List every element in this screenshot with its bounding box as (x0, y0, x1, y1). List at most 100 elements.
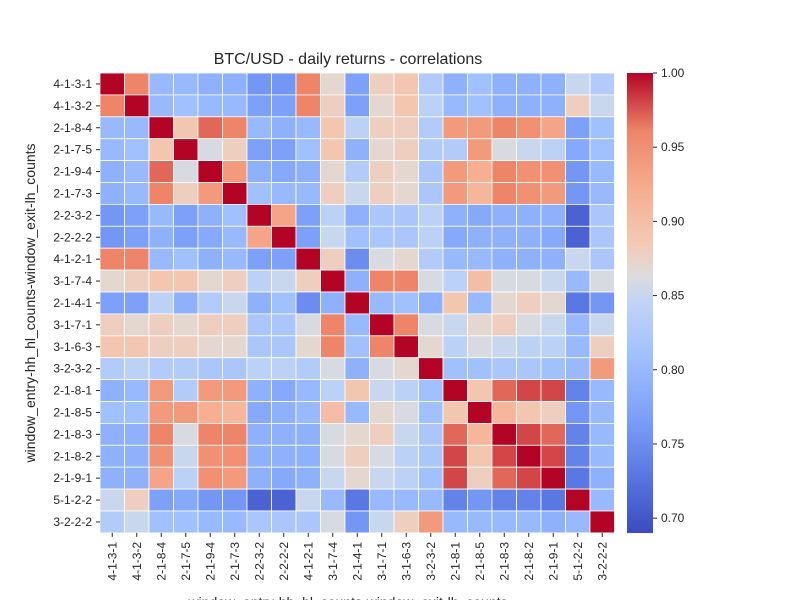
heatmap-cell (467, 138, 493, 161)
heatmap-cell (320, 291, 346, 315)
heatmap-cell (197, 116, 223, 140)
heatmap-cell (99, 379, 125, 402)
heatmap-cell (540, 138, 566, 161)
heatmap-cell (222, 313, 248, 337)
heatmap-cell (540, 225, 566, 249)
heatmap-cell (418, 182, 444, 205)
heatmap-cell (467, 116, 493, 140)
heatmap-cell (540, 466, 566, 490)
heatmap-cell (320, 357, 346, 381)
heatmap-cell (320, 335, 346, 359)
heatmap-cell (344, 379, 370, 402)
heatmap-cell (369, 291, 395, 315)
heatmap-cell (589, 160, 615, 183)
y-tick-label: 5-1-2-2 (53, 493, 92, 507)
heatmap-cell (565, 291, 591, 315)
heatmap-cell (99, 313, 125, 337)
heatmap-cell (467, 510, 493, 534)
heatmap-cell (124, 247, 150, 271)
heatmap-cell (99, 401, 125, 424)
heatmap-cell (540, 510, 566, 534)
heatmap-cell (148, 182, 174, 205)
heatmap-cell (320, 182, 346, 205)
heatmap-cell (589, 116, 615, 140)
y-tick-label: 4-1-3-2 (53, 99, 92, 113)
heatmap-cell (295, 72, 321, 96)
heatmap-cell (393, 444, 419, 468)
heatmap-cell (222, 225, 248, 249)
heatmap-cell (148, 94, 174, 118)
heatmap-cell (442, 225, 468, 249)
heatmap-cell (491, 116, 517, 140)
heatmap-cell (246, 138, 272, 161)
heatmap-cell (393, 269, 419, 293)
heatmap-cell (369, 466, 395, 490)
heatmap-cells (99, 72, 615, 534)
heatmap-cell (369, 247, 395, 271)
heatmap-cell (418, 291, 444, 315)
heatmap-cell (295, 401, 321, 424)
heatmap-cell (369, 182, 395, 205)
heatmap-cell (418, 488, 444, 512)
x-tick-label: 3-1-7-1 (375, 542, 389, 581)
heatmap-cell (148, 313, 174, 337)
heatmap-cell (467, 401, 493, 424)
heatmap-cell (491, 269, 517, 293)
heatmap-cell (320, 72, 346, 96)
heatmap-cell (589, 182, 615, 205)
heatmap-cell (222, 94, 248, 118)
heatmap-cell (565, 116, 591, 140)
heatmap-cell (467, 203, 493, 227)
heatmap-cell (442, 444, 468, 468)
heatmap-cell (589, 291, 615, 315)
heatmap-cell (589, 94, 615, 118)
heatmap-cell (295, 182, 321, 205)
colorbar-tick-label: 0.95 (661, 140, 685, 154)
y-tick-label: 4-1-3-1 (53, 77, 92, 91)
heatmap-cell (369, 116, 395, 140)
heatmap-cell (222, 160, 248, 183)
heatmap-cell (393, 401, 419, 424)
heatmap-cell (491, 510, 517, 534)
heatmap-cell (173, 160, 199, 183)
heatmap-cell (271, 335, 297, 359)
heatmap-cell (124, 510, 150, 534)
x-tick-label: 2-1-9-1 (546, 542, 560, 581)
heatmap-cell (589, 335, 615, 359)
heatmap-cell (295, 291, 321, 315)
heatmap-cell (148, 379, 174, 402)
x-axis-label: window_entry-hh_hl_counts-window_exit-lh… (187, 594, 507, 600)
heatmap-cell (540, 116, 566, 140)
heatmap-cell (99, 291, 125, 315)
heatmap-cell (222, 335, 248, 359)
heatmap-cell (148, 444, 174, 468)
heatmap-cell (369, 269, 395, 293)
heatmap-cell (589, 510, 615, 534)
heatmap-cell (344, 401, 370, 424)
heatmap-cell (173, 488, 199, 512)
heatmap-cell (369, 138, 395, 161)
heatmap-cell (320, 444, 346, 468)
x-tick-label: 3-2-3-2 (424, 542, 438, 581)
heatmap-cell (99, 357, 125, 381)
heatmap-cell (295, 510, 321, 534)
heatmap-cell (344, 422, 370, 446)
colorbar-tick-label: 0.75 (661, 437, 685, 451)
heatmap-cell (418, 313, 444, 337)
heatmap-cell (271, 182, 297, 205)
heatmap-cell (246, 401, 272, 424)
heatmap-cell (246, 357, 272, 381)
heatmap-cell (246, 444, 272, 468)
heatmap-cell (271, 160, 297, 183)
heatmap-cell (565, 182, 591, 205)
heatmap-cell (344, 72, 370, 96)
heatmap-cell (222, 357, 248, 381)
x-tick-label: 2-1-7-3 (228, 542, 242, 581)
heatmap-cell (295, 444, 321, 468)
heatmap-cell (148, 72, 174, 96)
heatmap-cell (271, 225, 297, 249)
x-tick-label: 4-1-3-1 (105, 542, 119, 581)
y-tick-label: 2-1-7-3 (53, 186, 92, 200)
x-tick-label: 2-1-8-4 (154, 542, 168, 581)
